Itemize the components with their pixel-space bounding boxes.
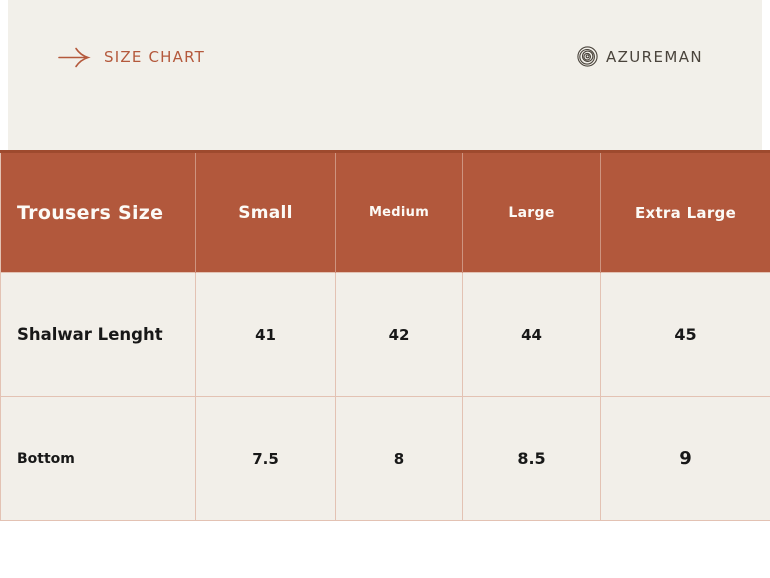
brand-name: AZUREMAN bbox=[605, 47, 703, 66]
size-chart-title-block: SIZE CHART bbox=[57, 46, 205, 68]
page-title: SIZE CHART bbox=[104, 48, 205, 66]
cell-bottom-large: 8.5 bbox=[462, 396, 601, 521]
right-arrow-icon bbox=[57, 46, 91, 68]
column-header-large: Large bbox=[462, 151, 601, 273]
table-header-row: Trousers Size Small Medium Large Extra L… bbox=[0, 151, 770, 273]
row-label-shalwar-length: Shalwar Lenght bbox=[0, 272, 196, 397]
row-label-bottom: Bottom bbox=[0, 396, 196, 521]
column-header-small: Small bbox=[195, 151, 336, 273]
cell-shalwar-large: 44 bbox=[462, 272, 601, 397]
cell-bottom-medium: 8 bbox=[335, 396, 463, 521]
size-table: Trousers Size Small Medium Large Extra L… bbox=[0, 150, 770, 521]
brand-logo: AZUREMAN bbox=[576, 45, 703, 68]
table-row-shalwar-length: Shalwar Lenght 41 42 44 45 bbox=[0, 272, 770, 397]
cell-shalwar-small: 41 bbox=[195, 272, 336, 397]
column-header-extra-large: Extra Large bbox=[600, 151, 770, 273]
column-header-medium: Medium bbox=[335, 151, 463, 273]
column-header-trousers-size: Trousers Size bbox=[0, 151, 196, 273]
cell-bottom-extra-large: 9 bbox=[600, 396, 770, 521]
cell-shalwar-medium: 42 bbox=[335, 272, 463, 397]
spiral-rings-icon bbox=[576, 45, 599, 68]
top-panel: SIZE CHART AZUREMAN bbox=[8, 0, 762, 150]
table-row-bottom: Bottom 7.5 8 8.5 9 bbox=[0, 396, 770, 521]
cell-shalwar-extra-large: 45 bbox=[600, 272, 770, 397]
cell-bottom-small: 7.5 bbox=[195, 396, 336, 521]
